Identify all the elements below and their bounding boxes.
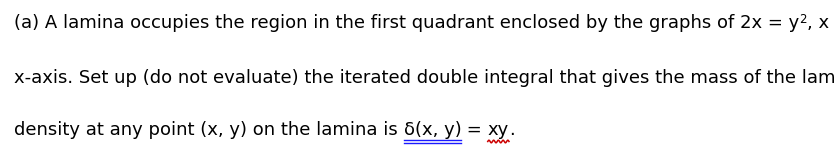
Text: δ(x, y): δ(x, y) bbox=[403, 121, 461, 139]
Text: x-axis. Set up (do not evaluate) the iterated double integral that gives the mas: x-axis. Set up (do not evaluate) the ite… bbox=[14, 69, 835, 87]
Text: (a) A lamina occupies the region in the first quadrant enclosed by the graphs of: (a) A lamina occupies the region in the … bbox=[14, 14, 799, 32]
Text: =: = bbox=[461, 121, 488, 139]
Text: .: . bbox=[509, 121, 514, 139]
Text: density at any point (x, y) on the lamina is: density at any point (x, y) on the lamin… bbox=[14, 121, 403, 139]
Text: , x + y = 4 and the: , x + y = 4 and the bbox=[807, 14, 835, 32]
Text: 2: 2 bbox=[799, 13, 807, 26]
Text: xy: xy bbox=[488, 121, 509, 139]
